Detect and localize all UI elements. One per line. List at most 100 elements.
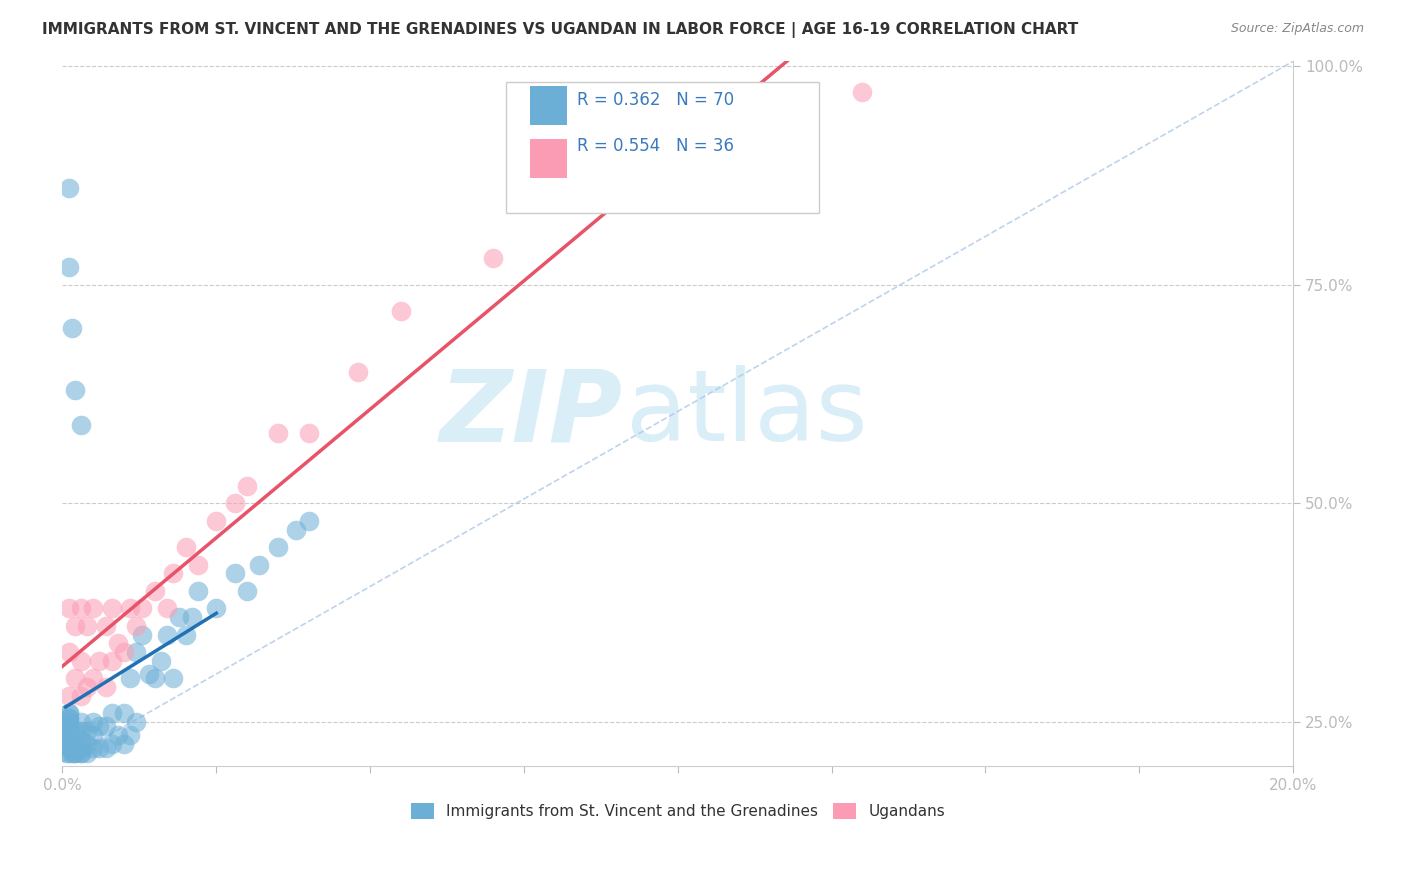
Point	[58, 260, 80, 274]
Point	[76, 746, 98, 760]
Point	[63, 671, 86, 685]
Point	[58, 715, 80, 730]
Point	[63, 746, 86, 760]
Point	[58, 689, 80, 703]
Point	[70, 746, 93, 760]
Point	[58, 715, 80, 730]
Point	[58, 723, 80, 738]
Point	[60, 741, 83, 756]
Point	[70, 741, 93, 756]
Point	[58, 645, 80, 659]
Point	[58, 732, 80, 747]
Point	[63, 737, 86, 751]
Point	[82, 741, 104, 756]
Text: IMMIGRANTS FROM ST. VINCENT AND THE GRENADINES VS UGANDAN IN LABOR FORCE | AGE 1: IMMIGRANTS FROM ST. VINCENT AND THE GREN…	[42, 22, 1078, 38]
Point	[76, 723, 98, 738]
Point	[389, 303, 412, 318]
Point	[60, 746, 83, 760]
Point	[285, 523, 308, 537]
Point	[100, 706, 122, 721]
Point	[267, 540, 290, 554]
Point	[236, 583, 259, 598]
Text: Source: ZipAtlas.com: Source: ZipAtlas.com	[1230, 22, 1364, 36]
Point	[112, 706, 135, 721]
Point	[58, 723, 80, 738]
Point	[236, 479, 259, 493]
Point	[347, 365, 370, 379]
Point	[482, 252, 505, 266]
Point	[187, 583, 209, 598]
Point	[82, 601, 104, 615]
Point	[180, 610, 202, 624]
Point	[149, 654, 172, 668]
Point	[100, 737, 122, 751]
Point	[125, 619, 148, 633]
Point	[70, 732, 93, 747]
Point	[205, 601, 228, 615]
Point	[156, 627, 179, 641]
Point	[125, 715, 148, 730]
Point	[70, 689, 93, 703]
Point	[58, 746, 80, 760]
Text: ZIP: ZIP	[440, 365, 623, 462]
FancyBboxPatch shape	[506, 82, 820, 213]
Point	[63, 383, 86, 397]
Point	[58, 601, 80, 615]
Point	[107, 636, 129, 650]
Text: R = 0.362   N = 70: R = 0.362 N = 70	[576, 91, 734, 109]
Point	[58, 728, 80, 742]
Point	[89, 719, 111, 733]
Point	[131, 601, 153, 615]
Point	[76, 619, 98, 633]
Point	[156, 601, 179, 615]
Point	[174, 627, 197, 641]
FancyBboxPatch shape	[530, 86, 567, 125]
Point	[125, 645, 148, 659]
FancyBboxPatch shape	[530, 139, 567, 178]
Point	[120, 671, 142, 685]
Point	[174, 540, 197, 554]
Point	[297, 514, 319, 528]
Point	[63, 741, 86, 756]
Point	[187, 558, 209, 572]
Point	[82, 728, 104, 742]
Point	[851, 85, 873, 99]
Point	[58, 728, 80, 742]
Point	[76, 737, 98, 751]
Point	[82, 715, 104, 730]
Point	[162, 566, 184, 581]
Point	[60, 321, 83, 335]
Point	[76, 680, 98, 694]
Point	[63, 619, 86, 633]
Text: R = 0.554   N = 36: R = 0.554 N = 36	[576, 137, 734, 155]
Point	[58, 706, 80, 721]
Point	[224, 496, 246, 510]
Point	[224, 566, 246, 581]
Point	[58, 711, 80, 725]
Point	[82, 671, 104, 685]
Point	[131, 627, 153, 641]
Point	[107, 728, 129, 742]
Point	[94, 741, 117, 756]
Point	[58, 728, 80, 742]
Point	[70, 601, 93, 615]
Point	[70, 715, 93, 730]
Point	[70, 417, 93, 432]
Point	[94, 619, 117, 633]
Legend: Immigrants from St. Vincent and the Grenadines, Ugandans: Immigrants from St. Vincent and the Gren…	[405, 797, 950, 825]
Point	[70, 723, 93, 738]
Point	[169, 610, 191, 624]
Point	[58, 719, 80, 733]
Point	[247, 558, 270, 572]
Point	[70, 654, 93, 668]
Point	[58, 741, 80, 756]
Point	[112, 737, 135, 751]
Point	[100, 654, 122, 668]
Point	[267, 426, 290, 441]
Point	[58, 181, 80, 195]
Point	[138, 667, 160, 681]
Point	[112, 645, 135, 659]
Point	[58, 732, 80, 747]
Point	[55, 746, 77, 760]
Point	[58, 737, 80, 751]
